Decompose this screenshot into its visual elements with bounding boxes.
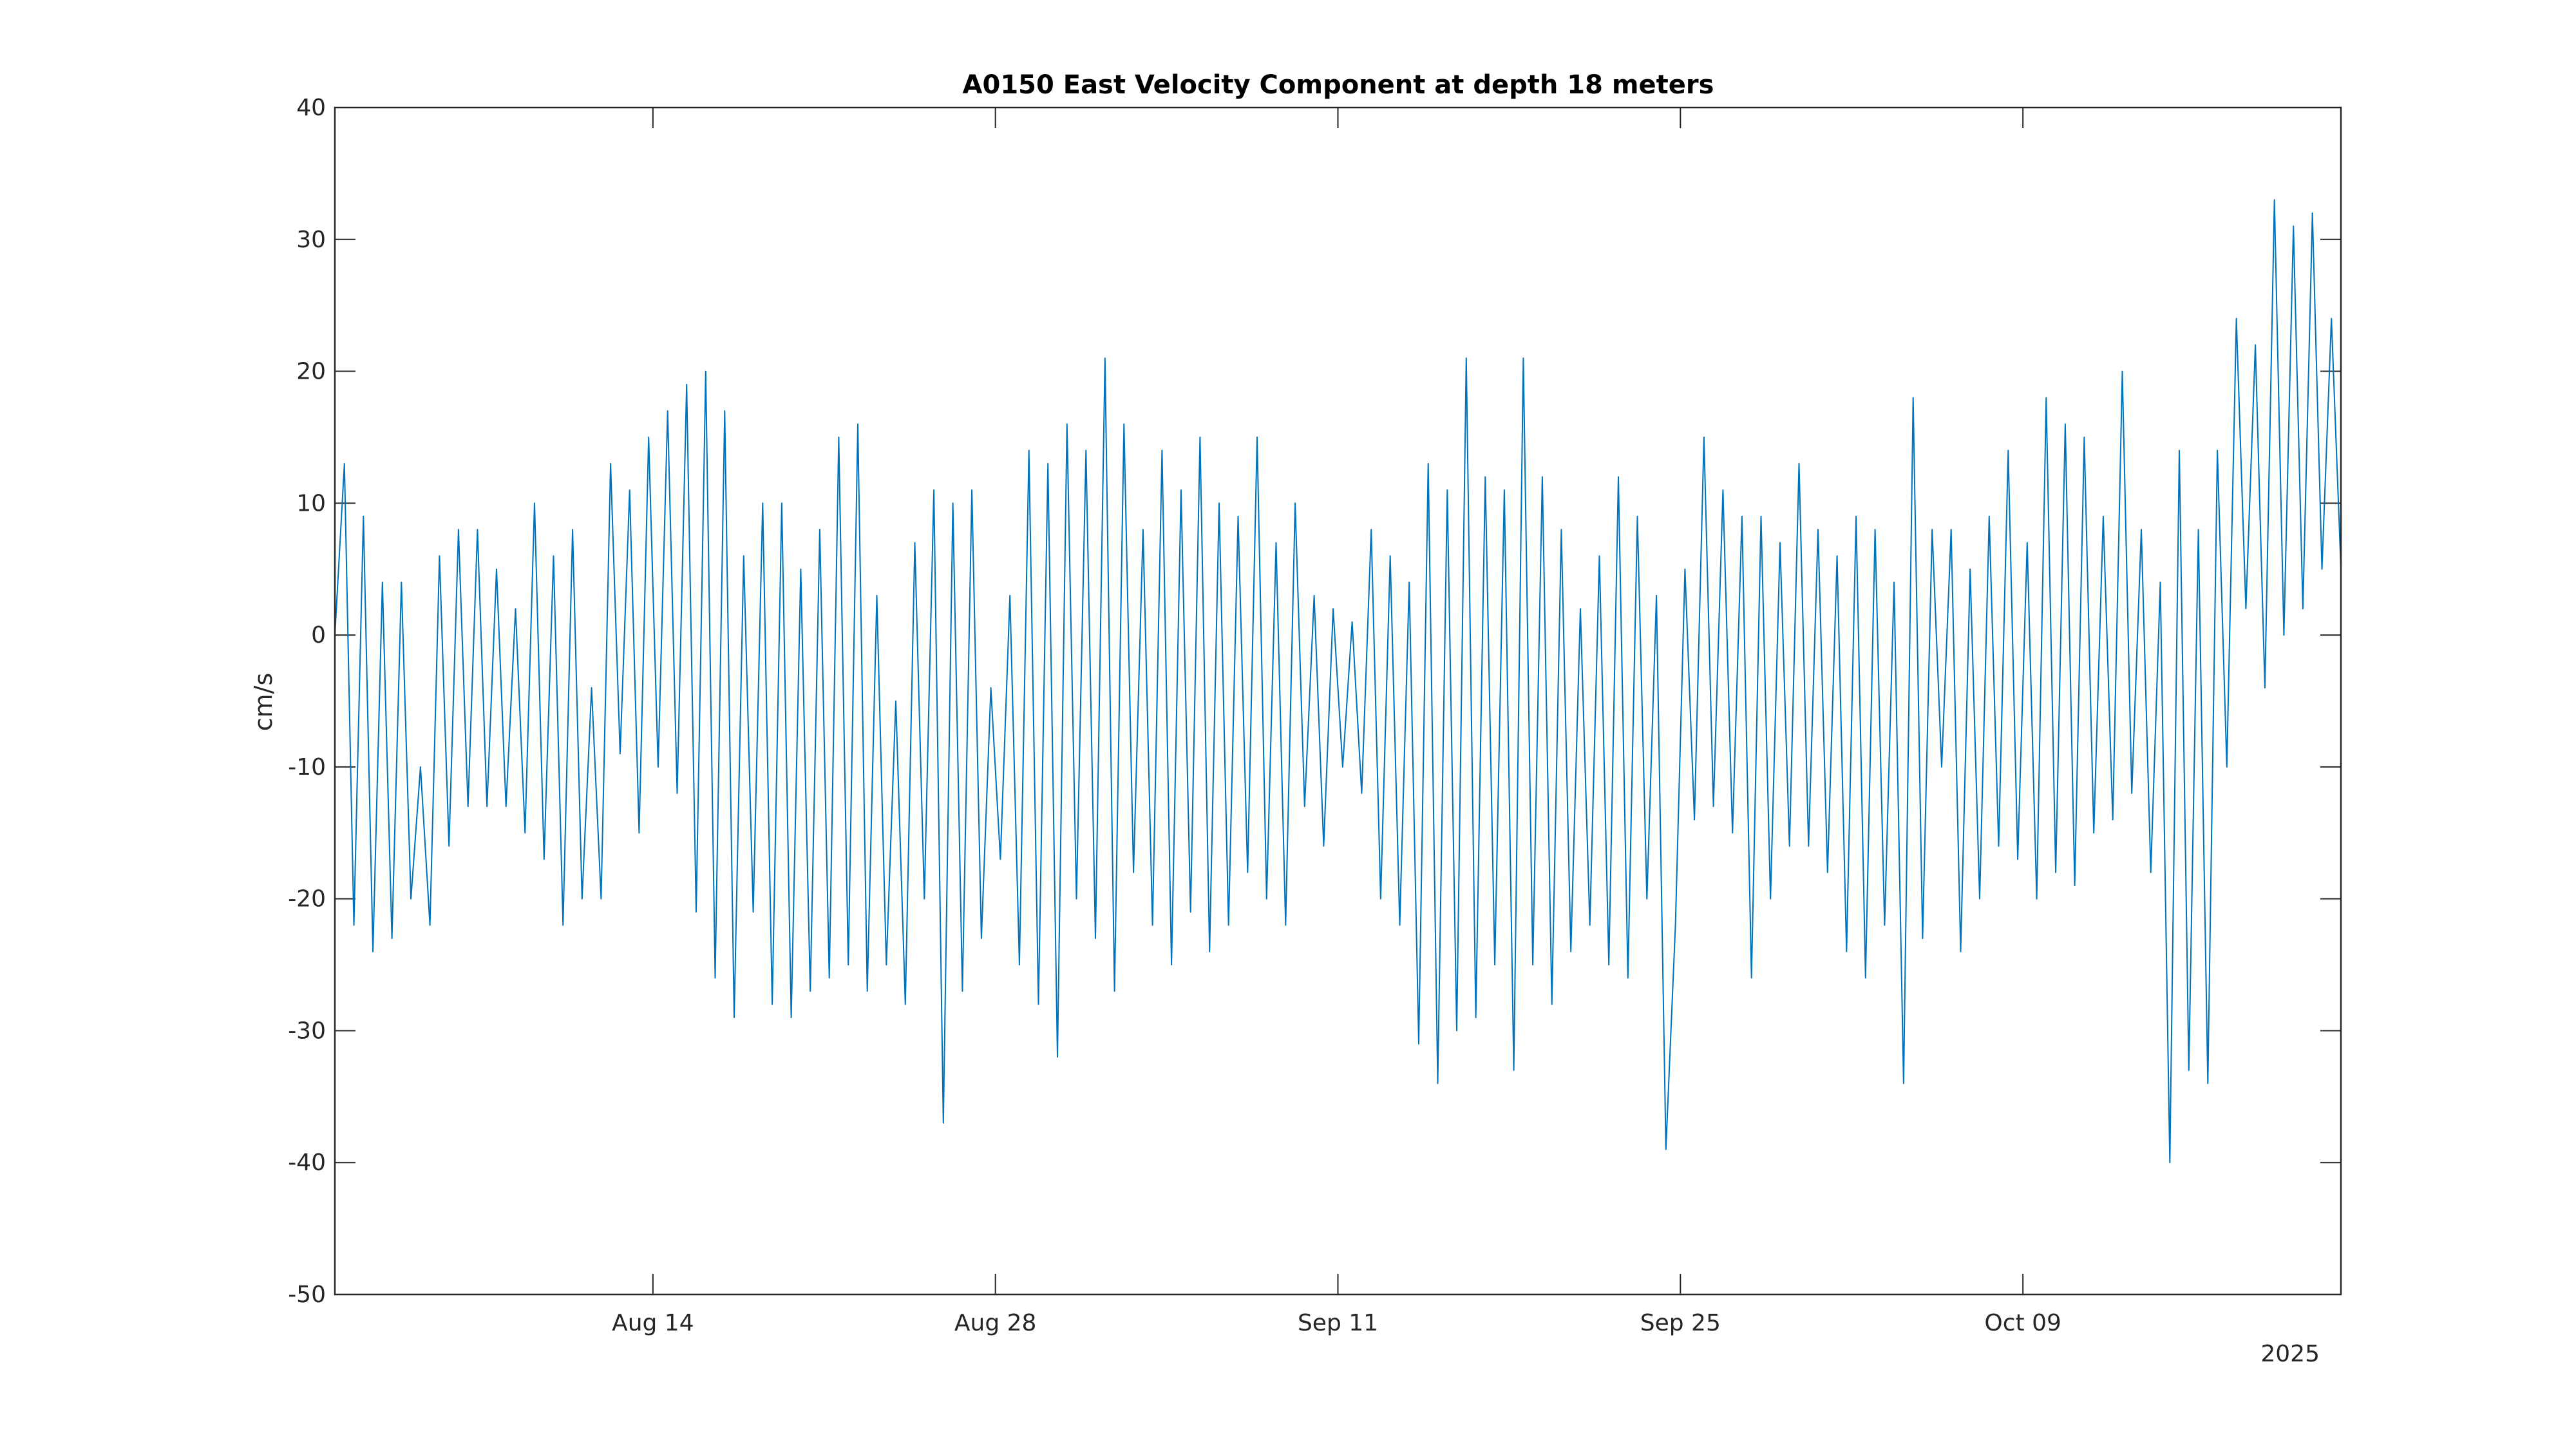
x-tick-label: Aug 14: [612, 1310, 694, 1336]
y-axis-label: cm/s: [249, 673, 278, 732]
y-tick-label: -40: [288, 1150, 326, 1176]
x-axis-year-label: 2025: [2260, 1341, 2320, 1367]
series-line-east-velocity: [334, 199, 2342, 1164]
y-tick-label: 20: [296, 359, 326, 385]
x-tick-label: Oct 09: [1984, 1310, 2061, 1336]
x-tick-label: Aug 28: [954, 1310, 1037, 1336]
y-tick-label: 10: [296, 490, 326, 516]
y-tick-label: -10: [288, 754, 326, 781]
y-tick-label: 0: [311, 622, 326, 649]
y-tick-label: 30: [296, 227, 326, 253]
chart-title: A0150 East Velocity Component at depth 1…: [963, 70, 1714, 100]
plot-area-frame: [334, 106, 2342, 1296]
y-tick-label: -50: [288, 1282, 326, 1308]
y-tick-label: 40: [296, 95, 326, 121]
x-tick-label: Sep 25: [1640, 1310, 1721, 1336]
y-tick-label: -30: [288, 1018, 326, 1044]
x-tick-label: Sep 11: [1298, 1310, 1378, 1336]
y-tick-label: -20: [288, 886, 326, 913]
